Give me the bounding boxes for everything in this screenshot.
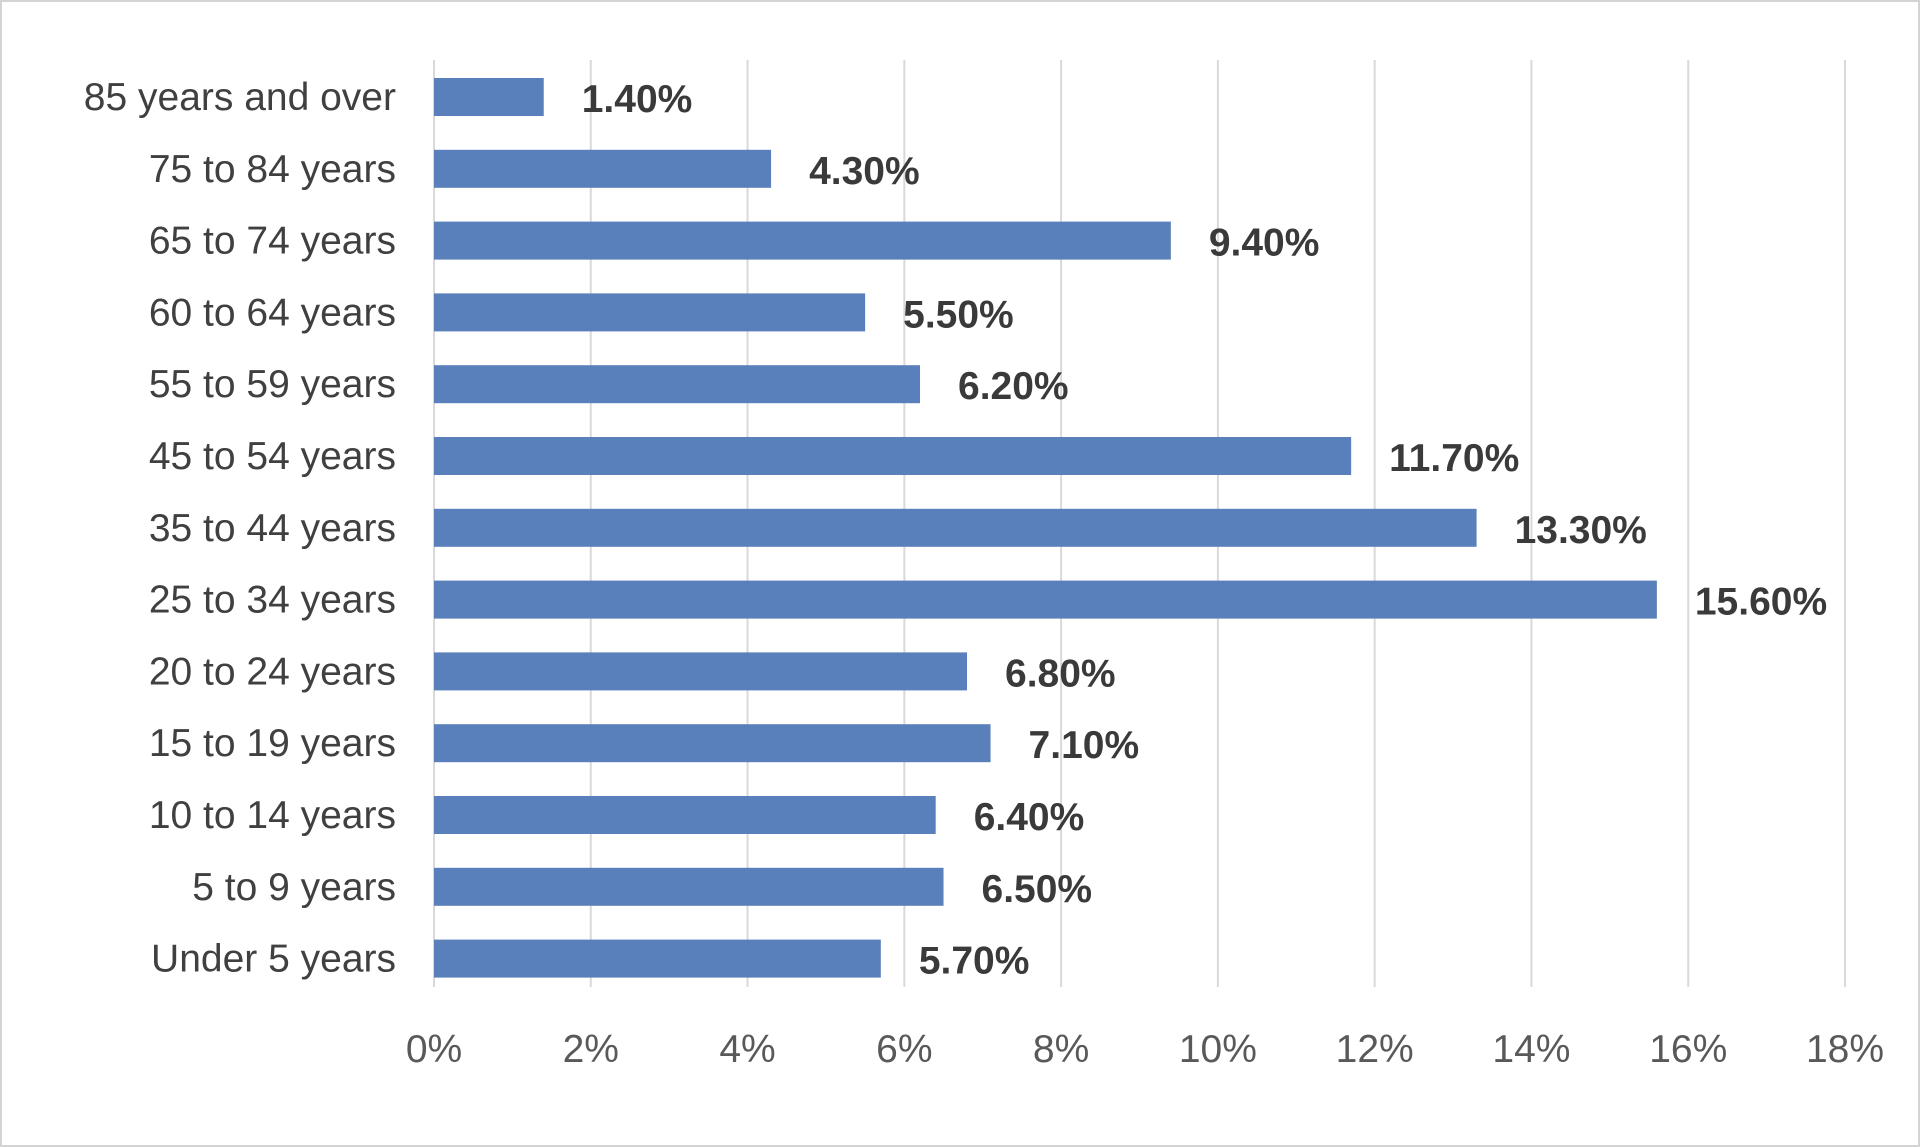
data-label: 6.40% (974, 796, 1085, 839)
data-label: 1.40% (582, 78, 693, 121)
bar (434, 580, 1657, 619)
bar (434, 293, 866, 332)
bars (434, 78, 1657, 978)
bar (434, 724, 991, 763)
x-tick-label: 6% (876, 1028, 932, 1071)
x-axis-ticks: 0% 2% 4% 6% 8% 10% 12% 14% 16% 18% (406, 1028, 1884, 1071)
x-tick-label: 0% (406, 1028, 462, 1071)
data-label: 11.70% (1389, 437, 1519, 480)
x-tick-label: 16% (1649, 1028, 1727, 1071)
x-tick-label: 14% (1492, 1028, 1570, 1071)
x-tick-label: 10% (1179, 1028, 1257, 1071)
data-label: 15.60% (1695, 581, 1827, 624)
category-label: 65 to 74 years (149, 220, 396, 263)
data-label: 6.50% (982, 868, 1093, 911)
data-label: 9.40% (1209, 222, 1320, 265)
bar (434, 508, 1477, 547)
data-labels: 1.40% 4.30% 9.40% 5.50% 6.20% 11.70% 13.30% 15.… (582, 78, 1827, 983)
data-label: 5.70% (919, 940, 1030, 983)
category-label: Under 5 years (151, 938, 396, 981)
data-label: 5.50% (903, 293, 1014, 336)
category-label: 75 to 84 years (149, 148, 396, 191)
data-label: 7.10% (1029, 724, 1140, 767)
bar (434, 652, 968, 691)
category-label: 15 to 19 years (149, 722, 396, 765)
category-labels: 85 years and over 75 to 84 years 65 to 74 … (84, 76, 396, 981)
bar (434, 221, 1171, 260)
category-label: 45 to 54 years (149, 435, 396, 478)
bar (434, 867, 944, 906)
category-label: 5 to 9 years (192, 866, 396, 909)
data-label: 6.20% (958, 365, 1069, 408)
bar (434, 437, 1352, 475)
category-label: 55 to 59 years (149, 363, 396, 406)
category-label: 20 to 24 years (149, 650, 396, 693)
category-label: 85 years and over (84, 76, 396, 119)
bar (434, 939, 881, 978)
x-tick-label: 2% (563, 1028, 619, 1071)
x-tick-label: 4% (719, 1028, 775, 1071)
x-tick-label: 12% (1336, 1028, 1414, 1071)
x-tick-label: 18% (1806, 1028, 1884, 1071)
bar (434, 365, 921, 404)
data-label: 6.80% (1005, 652, 1116, 695)
category-label: 10 to 14 years (149, 794, 396, 837)
category-label: 25 to 34 years (149, 579, 396, 622)
bar (434, 78, 544, 116)
x-tick-label: 8% (1033, 1028, 1089, 1071)
bar (434, 796, 936, 834)
data-label: 13.30% (1515, 509, 1647, 552)
data-label: 4.30% (809, 150, 920, 193)
category-label: 60 to 64 years (149, 291, 396, 334)
category-label: 35 to 44 years (149, 507, 396, 550)
bar (434, 149, 772, 188)
